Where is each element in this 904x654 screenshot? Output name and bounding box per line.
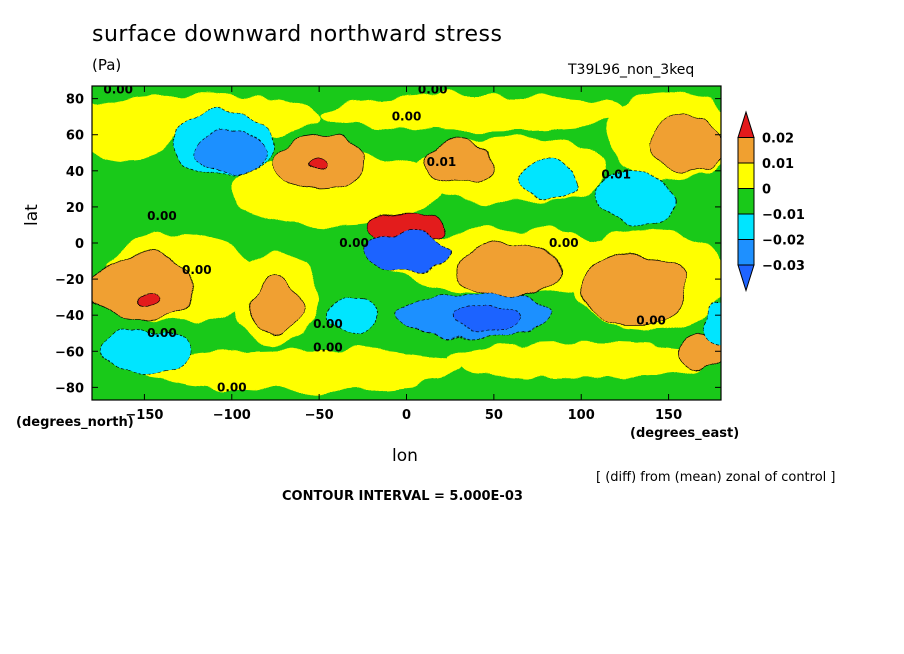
field-blob [676,332,721,370]
y-tick-label: 60 [66,129,84,144]
x-tick-label: −50 [305,408,334,423]
x-tick-label: −150 [125,408,163,423]
colorbar-swatch [737,213,755,240]
field-blob [423,139,495,184]
colorbar-swatch [737,264,755,293]
field-layer [92,89,721,391]
contour-label: 0.00 [313,341,343,355]
colorbar-swatch [737,239,755,266]
contour-label: 0.00 [147,326,177,340]
x-tick-label: 100 [568,408,595,423]
y-axis-units: (degrees_north) [16,415,134,430]
colorbar-label: −0.01 [762,208,805,223]
x-tick-label: 0 [402,408,411,423]
x-tick-label: −100 [213,408,251,423]
units-label: (Pa) [92,56,122,74]
contour-label: 0.00 [103,83,133,97]
colorbar-swatch [737,110,755,138]
contour-label: 0.01 [427,155,457,169]
field-blob [248,278,303,334]
plot-area: 0.00 0.00 0.00 0.01 0.01 0.00 0.00 0.00 0.00 0.00… [92,83,721,400]
chart-title: surface downward northward stress [92,22,503,47]
contour-interval: CONTOUR INTERVAL = 5.000E-03 [282,489,523,504]
field-blob [275,134,364,190]
contour-label: 0.00 [339,236,369,250]
field-blob [514,161,579,199]
colorbar-label: 0.02 [762,132,794,147]
y-tick-label: −80 [55,381,84,396]
colorbar-label: −0.03 [762,259,805,274]
contour-label: 0.00 [313,317,343,331]
colorbar-label: −0.02 [762,234,805,249]
field-blob [594,170,673,226]
field-blob [137,289,159,305]
colorbar-swatch [737,162,755,189]
y-tick-label: 0 [75,237,84,252]
field-band [144,347,459,391]
y-tick-label: −60 [55,345,84,360]
contour-label: 0.00 [418,83,448,97]
diff-note: [ (diff) from (mean) zonal of control ] [596,470,836,485]
field-blob [449,307,521,330]
field-band [319,95,634,132]
contour-label: 0.00 [636,314,666,328]
colorbar-label: 0.01 [762,157,794,172]
field-blob [306,161,325,173]
field-blob [458,242,565,298]
y-tick-label: −20 [55,273,84,288]
y-tick-label: 20 [66,201,84,216]
field-band [441,342,721,379]
colorbar-swatch [737,137,755,164]
x-axis-label: lon [392,446,418,466]
field-blob [92,255,198,321]
colorbar-label: 0 [762,183,771,198]
field-blob [100,329,189,374]
contour-label: 0.01 [601,167,631,181]
contour-label: 0.00 [182,263,212,277]
x-tick-label: 50 [485,408,503,423]
field-blob [650,116,721,172]
field-blob [580,251,687,325]
field-blob [196,130,268,175]
field-band [92,107,171,162]
axis-ticks: −150 −100 −50 0 50 100 150 −80 −60 −40 −20 0 20 40 60 8… [55,86,721,423]
y-tick-label: 40 [66,165,84,180]
contour-label: 0.00 [147,209,177,223]
x-tick-label: 150 [655,408,682,423]
colorbar-swatch [737,188,755,215]
field-blob [362,233,451,271]
colorbar: 0.02 0.01 0 −0.01 −0.02 −0.03 [737,110,805,293]
y-tick-label: 80 [66,93,84,108]
y-tick-label: −40 [55,309,84,324]
run-label: T39L96_non_3keq [568,62,695,78]
contour-label: 0.00 [217,380,247,394]
contour-label: 0.00 [549,236,579,250]
contour-label: 0.00 [392,110,422,124]
field-blob [327,296,381,334]
x-axis-units: (degrees_east) [630,426,740,441]
